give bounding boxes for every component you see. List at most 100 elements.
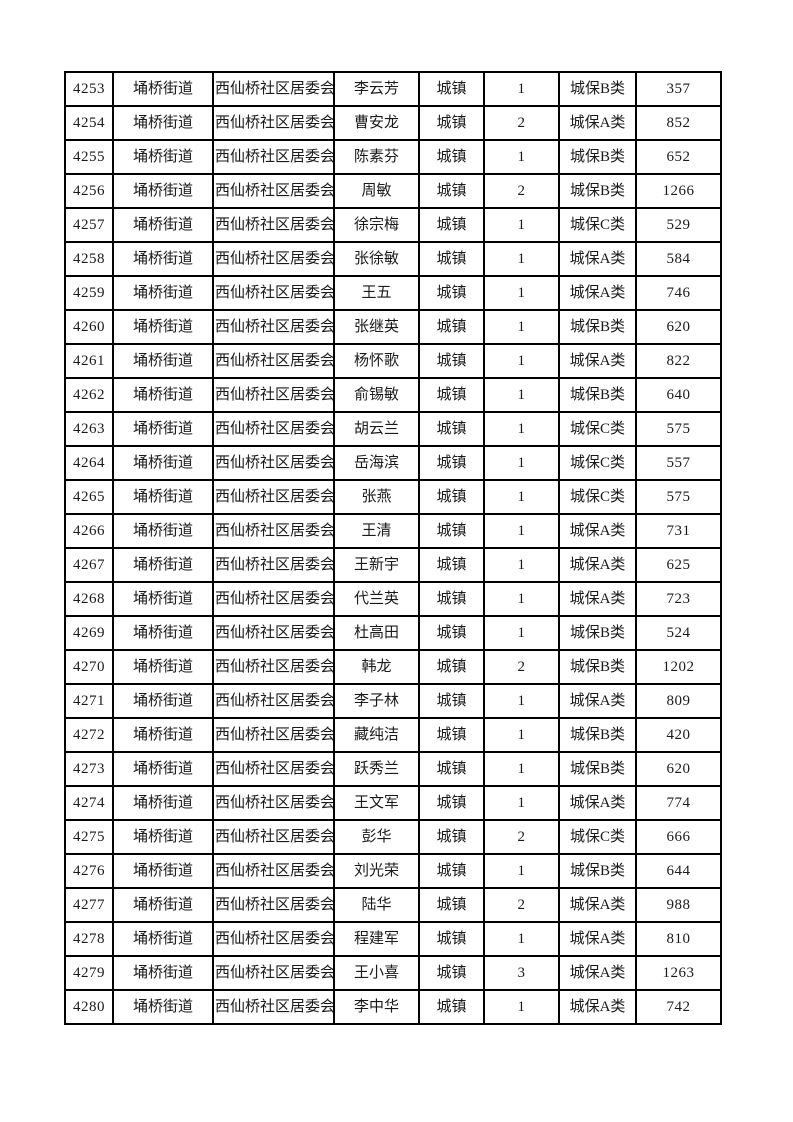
cell-sequence-number: 4271 <box>64 683 114 719</box>
table-row: 4272 埇桥街道 西仙桥社区居委会 藏纯洁 城镇 1 城保B类 420 <box>64 717 722 753</box>
cell-sequence-number: 4253 <box>64 71 114 107</box>
cell-sequence-number: 4261 <box>64 343 114 379</box>
cell-amount: 584 <box>635 241 722 277</box>
cell-category: 城保A类 <box>558 581 637 617</box>
cell-sequence-number: 4263 <box>64 411 114 447</box>
cell-street: 埇桥街道 <box>112 207 214 243</box>
cell-sequence-number: 4256 <box>64 173 114 209</box>
table-row: 4277 埇桥街道 西仙桥社区居委会 陆华 城镇 2 城保A类 988 <box>64 887 722 923</box>
cell-household-type: 城镇 <box>418 377 485 413</box>
cell-person-name: 刘光荣 <box>333 853 420 889</box>
cell-sequence-number: 4255 <box>64 139 114 175</box>
cell-person-count: 1 <box>483 683 560 719</box>
cell-category: 城保A类 <box>558 955 637 991</box>
cell-household-type: 城镇 <box>418 173 485 209</box>
cell-person-name: 王新宇 <box>333 547 420 583</box>
cell-category: 城保A类 <box>558 105 637 141</box>
cell-street: 埇桥街道 <box>112 377 214 413</box>
cell-street: 埇桥街道 <box>112 547 214 583</box>
cell-amount: 625 <box>635 547 722 583</box>
cell-household-type: 城镇 <box>418 139 485 175</box>
cell-household-type: 城镇 <box>418 309 485 345</box>
cell-committee: 西仙桥社区居委会 <box>212 853 335 889</box>
cell-category: 城保B类 <box>558 853 637 889</box>
table-row: 4275 埇桥街道 西仙桥社区居委会 彭华 城镇 2 城保C类 666 <box>64 819 722 855</box>
table-row: 4263 埇桥街道 西仙桥社区居委会 胡云兰 城镇 1 城保C类 575 <box>64 411 722 447</box>
cell-amount: 529 <box>635 207 722 243</box>
cell-committee: 西仙桥社区居委会 <box>212 547 335 583</box>
table-row: 4270 埇桥街道 西仙桥社区居委会 韩龙 城镇 2 城保B类 1202 <box>64 649 722 685</box>
cell-amount: 742 <box>635 989 722 1025</box>
cell-sequence-number: 4278 <box>64 921 114 957</box>
cell-amount: 575 <box>635 411 722 447</box>
cell-person-count: 1 <box>483 445 560 481</box>
cell-person-count: 1 <box>483 581 560 617</box>
cell-committee: 西仙桥社区居委会 <box>212 71 335 107</box>
cell-street: 埇桥街道 <box>112 785 214 821</box>
cell-person-name: 俞锡敏 <box>333 377 420 413</box>
cell-committee: 西仙桥社区居委会 <box>212 377 335 413</box>
cell-category: 城保A类 <box>558 989 637 1025</box>
cell-street: 埇桥街道 <box>112 173 214 209</box>
cell-amount: 1266 <box>635 173 722 209</box>
cell-committee: 西仙桥社区居委会 <box>212 819 335 855</box>
cell-category: 城保A类 <box>558 547 637 583</box>
table-row: 4258 埇桥街道 西仙桥社区居委会 张徐敏 城镇 1 城保A类 584 <box>64 241 722 277</box>
cell-street: 埇桥街道 <box>112 581 214 617</box>
cell-category: 城保B类 <box>558 309 637 345</box>
cell-street: 埇桥街道 <box>112 615 214 651</box>
cell-committee: 西仙桥社区居委会 <box>212 241 335 277</box>
cell-street: 埇桥街道 <box>112 71 214 107</box>
cell-committee: 西仙桥社区居委会 <box>212 683 335 719</box>
cell-street: 埇桥街道 <box>112 275 214 311</box>
cell-household-type: 城镇 <box>418 649 485 685</box>
cell-person-name: 陆华 <box>333 887 420 923</box>
cell-street: 埇桥街道 <box>112 139 214 175</box>
cell-committee: 西仙桥社区居委会 <box>212 445 335 481</box>
table-row: 4257 埇桥街道 西仙桥社区居委会 徐宗梅 城镇 1 城保C类 529 <box>64 207 722 243</box>
cell-street: 埇桥街道 <box>112 751 214 787</box>
table-row: 4268 埇桥街道 西仙桥社区居委会 代兰英 城镇 1 城保A类 723 <box>64 581 722 617</box>
cell-sequence-number: 4254 <box>64 105 114 141</box>
cell-person-count: 2 <box>483 819 560 855</box>
cell-person-name: 杨怀歌 <box>333 343 420 379</box>
cell-street: 埇桥街道 <box>112 683 214 719</box>
cell-household-type: 城镇 <box>418 819 485 855</box>
cell-sequence-number: 4262 <box>64 377 114 413</box>
cell-person-count: 1 <box>483 411 560 447</box>
cell-category: 城保B类 <box>558 377 637 413</box>
cell-category: 城保B类 <box>558 139 637 175</box>
cell-category: 城保B类 <box>558 615 637 651</box>
cell-committee: 西仙桥社区居委会 <box>212 887 335 923</box>
cell-sequence-number: 4258 <box>64 241 114 277</box>
cell-household-type: 城镇 <box>418 513 485 549</box>
cell-street: 埇桥街道 <box>112 649 214 685</box>
cell-amount: 524 <box>635 615 722 651</box>
cell-committee: 西仙桥社区居委会 <box>212 411 335 447</box>
cell-household-type: 城镇 <box>418 751 485 787</box>
cell-person-count: 1 <box>483 989 560 1025</box>
cell-amount: 557 <box>635 445 722 481</box>
cell-person-name: 藏纯洁 <box>333 717 420 753</box>
cell-sequence-number: 4269 <box>64 615 114 651</box>
table-row: 4260 埇桥街道 西仙桥社区居委会 张继英 城镇 1 城保B类 620 <box>64 309 722 345</box>
cell-sequence-number: 4279 <box>64 955 114 991</box>
cell-person-name: 彭华 <box>333 819 420 855</box>
cell-sequence-number: 4276 <box>64 853 114 889</box>
cell-committee: 西仙桥社区居委会 <box>212 173 335 209</box>
cell-person-count: 1 <box>483 377 560 413</box>
cell-household-type: 城镇 <box>418 343 485 379</box>
cell-person-name: 张继英 <box>333 309 420 345</box>
cell-committee: 西仙桥社区居委会 <box>212 785 335 821</box>
cell-person-count: 2 <box>483 173 560 209</box>
cell-person-count: 1 <box>483 479 560 515</box>
cell-category: 城保A类 <box>558 887 637 923</box>
cell-street: 埇桥街道 <box>112 853 214 889</box>
benefits-table: 4253 埇桥街道 西仙桥社区居委会 李云芳 城镇 1 城保B类 357 425… <box>64 71 722 1025</box>
cell-street: 埇桥街道 <box>112 989 214 1025</box>
cell-sequence-number: 4265 <box>64 479 114 515</box>
table-row: 4262 埇桥街道 西仙桥社区居委会 俞锡敏 城镇 1 城保B类 640 <box>64 377 722 413</box>
cell-committee: 西仙桥社区居委会 <box>212 955 335 991</box>
cell-committee: 西仙桥社区居委会 <box>212 275 335 311</box>
cell-street: 埇桥街道 <box>112 717 214 753</box>
